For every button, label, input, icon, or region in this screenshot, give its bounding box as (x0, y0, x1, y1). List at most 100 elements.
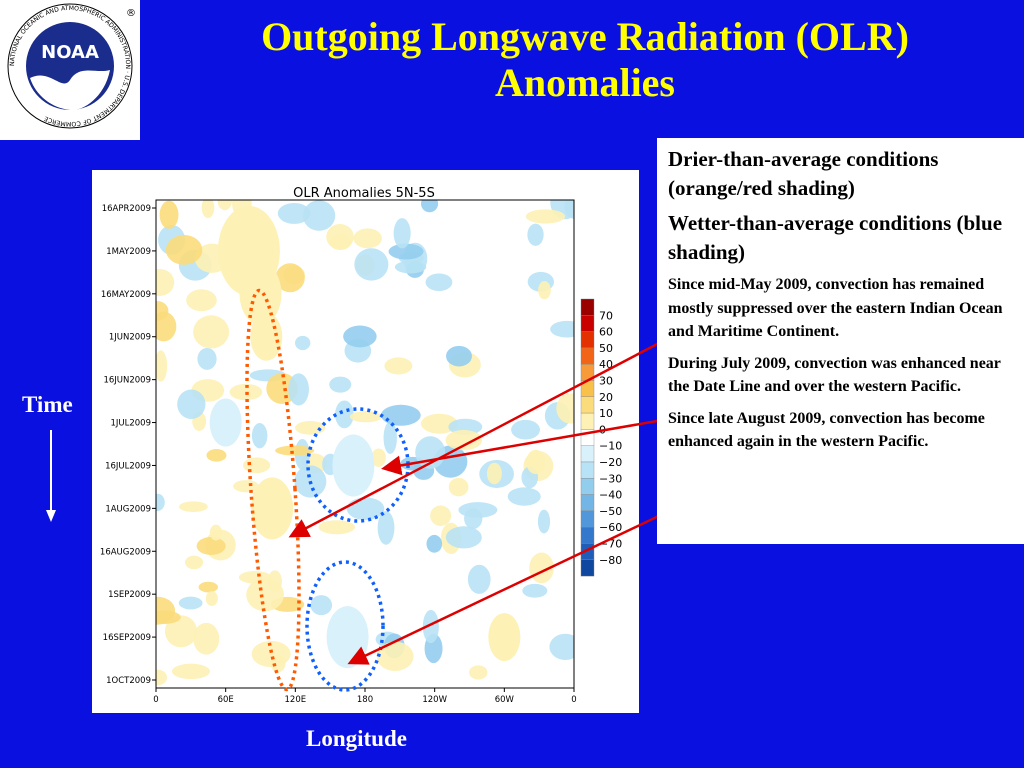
heatmap-cell (420, 200, 439, 213)
colorbar-swatch (580, 510, 595, 528)
noaa-logo: NOAA ® NATIONAL OCEANIC AND ATMOSPHERIC … (0, 0, 140, 140)
heatmap-cell (384, 357, 413, 375)
colorbar-label: 10 (599, 407, 613, 420)
y-tick-label: 16JUL2009 (105, 461, 151, 471)
seagull-icon (30, 70, 110, 111)
colorbar-swatch (580, 347, 595, 365)
heatmap-cell (156, 493, 165, 512)
heatmap-cell (302, 200, 336, 231)
y-tick-label: 1OCT2009 (106, 676, 151, 686)
y-tick-label: 16SEP2009 (103, 633, 151, 643)
heatmap-cell (275, 445, 315, 456)
colorbar-swatch (580, 363, 595, 381)
heatmap-cell (422, 609, 439, 644)
note-drier: Drier-than-average conditions (orange/re… (668, 147, 939, 200)
heatmap-cell (353, 228, 382, 249)
heatmap-cell (178, 596, 203, 610)
heatmap-cell (329, 234, 352, 251)
colorbar-label: −80 (599, 554, 622, 567)
colorbar-label: 60 (599, 326, 613, 339)
heatmap-cell (549, 633, 574, 660)
heatmap-cell (206, 449, 227, 462)
y-tick-label: 16APR2009 (102, 204, 151, 214)
heatmap-cell (295, 335, 311, 351)
colorbar-label: −20 (599, 456, 622, 469)
wet-anomaly (326, 606, 369, 669)
heatmap-cell (426, 534, 443, 553)
wet-anomaly (209, 398, 242, 447)
heatmap-cell (537, 509, 551, 534)
note-wetter: Wetter-than-average conditions (blue sha… (668, 211, 1003, 264)
colorbar-swatch (580, 559, 595, 577)
heatmap-cell (177, 389, 206, 420)
heatmap-cell (329, 376, 352, 393)
heatmap-cell (229, 383, 263, 401)
y-tick-label: 16MAY2009 (101, 290, 151, 300)
y-tick-label: 1JUL2009 (110, 419, 151, 429)
colorbar-label: 20 (599, 391, 613, 404)
registered-mark: ® (126, 8, 136, 19)
colorbar-swatch (580, 380, 595, 397)
heatmap-cell (335, 400, 354, 429)
heatmap-cell (164, 615, 198, 648)
heatmap-cell (377, 511, 395, 545)
colorbar-swatch (580, 543, 595, 560)
heatmap-cell (415, 436, 446, 469)
heatmap-cell (550, 320, 574, 338)
heatmap-cell (393, 218, 411, 249)
heatmap-cell (354, 248, 389, 281)
heatmap-cell (349, 411, 383, 423)
heatmap-cell (251, 423, 268, 449)
heatmap-cell (217, 200, 233, 211)
heatmap-cell (486, 462, 502, 485)
colorbar-swatch (580, 412, 595, 430)
heatmap-cell (242, 457, 271, 474)
heatmap-cell (467, 564, 491, 594)
heatmap-cell (529, 552, 554, 584)
heatmap-cell (193, 315, 230, 349)
heatmap-cell (238, 571, 272, 584)
heatmap-cell (198, 581, 218, 593)
heatmap-cell (294, 465, 327, 498)
heatmap-cell (310, 595, 333, 616)
olr-heatmap-chart: OLR Anomalies 5N-5S 0 60E 120E 180 120W 60W 0 … (100, 186, 622, 705)
heatmap-cell (193, 622, 220, 655)
heatmap-cell (275, 263, 305, 293)
heatmap-cell (178, 501, 208, 513)
page-title: Outgoing Longwave Radiation (OLR) Anomal… (261, 14, 909, 105)
notes-panel: Drier-than-average conditions (orange/re… (657, 138, 1024, 544)
colorbar-label: −30 (599, 472, 622, 485)
heatmap-cell (197, 347, 217, 370)
heatmap-cell (196, 536, 226, 555)
colorbar-swatch (580, 478, 595, 495)
colorbar-label: 0 (599, 423, 606, 436)
heatmap-cell (201, 200, 215, 219)
heatmap-cell (156, 268, 175, 296)
heatmap-cell (376, 641, 414, 672)
x-tick-label: 0 (153, 695, 158, 705)
dry-anomaly (488, 613, 521, 662)
colorbar-label: −60 (599, 521, 622, 534)
x-tick-label: 60W (495, 695, 515, 705)
colorbar-label: 40 (599, 358, 613, 371)
time-arrow-icon (46, 430, 56, 522)
logo-center-text: NOAA (41, 42, 99, 63)
heatmap-cell (556, 393, 574, 424)
heatmap-cell (318, 520, 356, 535)
time-axis-label: Time (22, 392, 73, 417)
heatmap-cell (209, 524, 223, 541)
colorbar-swatch (580, 396, 595, 414)
heatmap-cell (525, 209, 566, 224)
note-august: Since late August 2009, convection has b… (668, 409, 985, 451)
colorbar-label: −10 (599, 440, 622, 453)
heatmap-cell (522, 583, 548, 598)
colorbar-swatch (580, 429, 595, 446)
x-tick-label: 0 (571, 695, 576, 705)
heatmap-cell (458, 502, 498, 518)
y-tick-label: 1JUN2009 (109, 333, 151, 343)
note-july: During July 2009, convection was enhance… (668, 354, 1001, 396)
heatmap-cell (469, 665, 488, 680)
heatmap-cell (156, 669, 168, 686)
x-tick-label: 180 (357, 695, 373, 705)
heatmap-cell (270, 654, 286, 673)
